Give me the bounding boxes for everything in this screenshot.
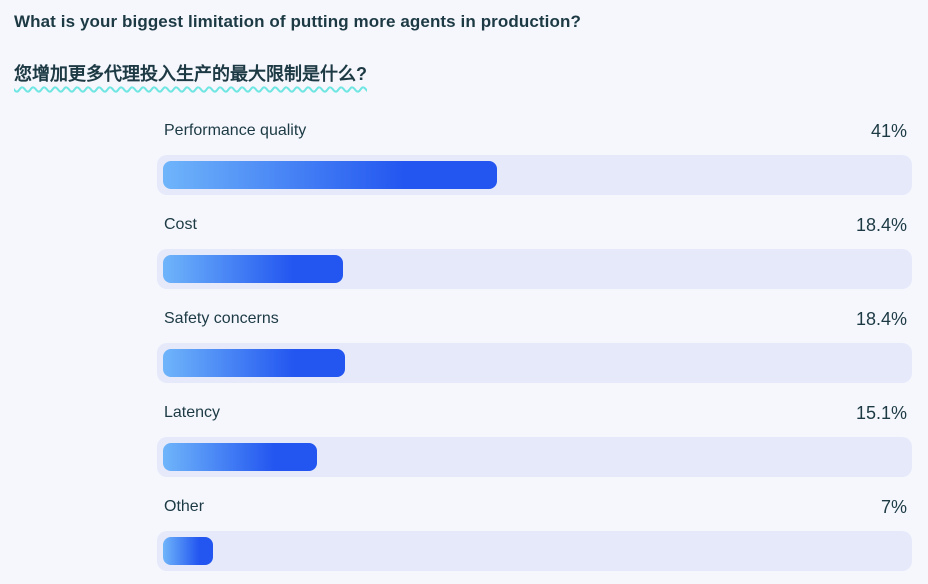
bar-row-head: Safety concerns 18.4%	[157, 302, 912, 343]
bar-track	[157, 343, 912, 383]
category-label: Safety concerns	[164, 310, 279, 327]
bar-track	[157, 531, 912, 571]
bar-chart: Performance quality 41% Cost 18.4% Safet…	[157, 114, 912, 584]
bar-row: Cost 18.4%	[157, 208, 912, 302]
category-label: Performance quality	[164, 122, 307, 139]
bar-row: Other 7%	[157, 490, 912, 584]
bar-fill	[163, 161, 498, 189]
category-label: Other	[164, 498, 205, 515]
question-title-translation: 您增加更多代理投入生产的最大限制是什么?	[14, 64, 367, 84]
bar-fill	[163, 255, 343, 283]
question-header: What is your biggest limitation of putti…	[14, 10, 581, 86]
value-label: 7%	[880, 497, 907, 517]
bar-row-head: Cost 18.4%	[157, 208, 912, 249]
value-label: 41%	[870, 121, 907, 141]
question-title: What is your biggest limitation of putti…	[14, 12, 581, 31]
value-label: 18.4%	[855, 215, 907, 235]
bar-track	[157, 155, 912, 195]
bar-row: Performance quality 41%	[157, 114, 912, 208]
category-label: Latency	[164, 404, 221, 421]
value-label: 18.4%	[855, 309, 907, 329]
bar-fill	[163, 349, 346, 377]
bar-track	[157, 437, 912, 477]
bar-row: Safety concerns 18.4%	[157, 302, 912, 396]
bar-row-head: Latency 15.1%	[157, 396, 912, 437]
bar-row-head: Performance quality 41%	[157, 114, 912, 155]
bar-track	[157, 249, 912, 289]
bar-fill	[163, 443, 317, 471]
value-label: 15.1%	[855, 403, 907, 423]
bar-row: Latency 15.1%	[157, 396, 912, 490]
bar-fill	[163, 537, 213, 565]
bar-row-head: Other 7%	[157, 490, 912, 531]
category-label: Cost	[164, 216, 197, 233]
